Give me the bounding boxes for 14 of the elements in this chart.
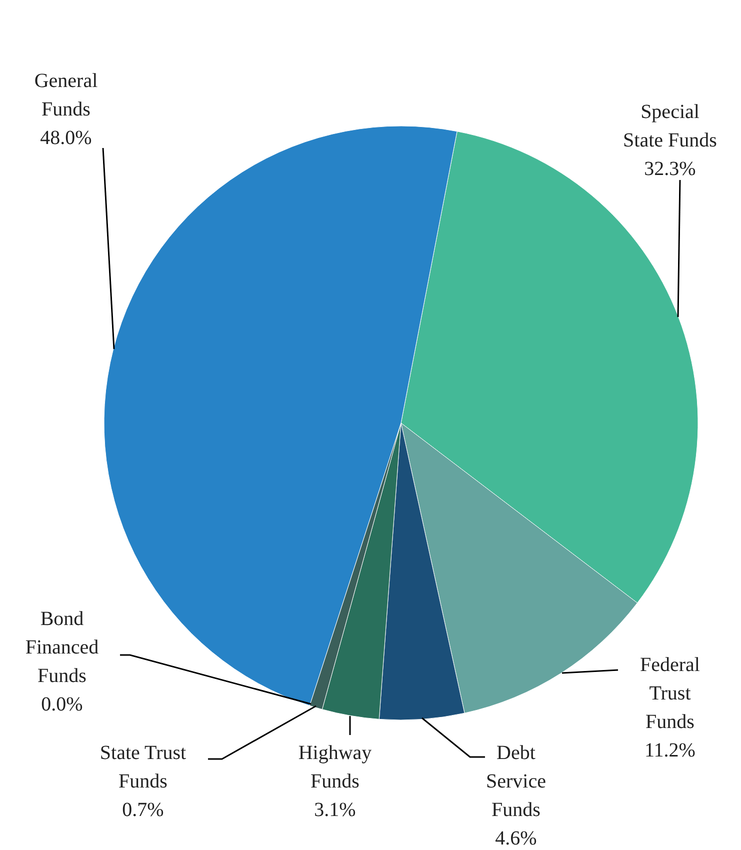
data-label: 32.3% [644, 158, 696, 180]
slice-label: Highway Funds [298, 742, 372, 792]
data-label: 4.6% [495, 828, 537, 850]
slice-label: State Trust Funds [100, 742, 187, 792]
data-label: 0.7% [122, 799, 164, 821]
slice-label: Federal Trust Funds [640, 654, 700, 733]
slice-label: Special State Funds [623, 101, 718, 152]
data-label: 48.0% [40, 127, 92, 149]
text: 0.0% [41, 694, 83, 716]
data-label: 11.2% [644, 740, 696, 762]
data-label: 3.1% [314, 799, 356, 821]
slice-label: General Funds [34, 70, 98, 120]
category-label: Bond Financed Funds [25, 608, 99, 687]
slice-label: Debt Service Funds [486, 742, 546, 821]
